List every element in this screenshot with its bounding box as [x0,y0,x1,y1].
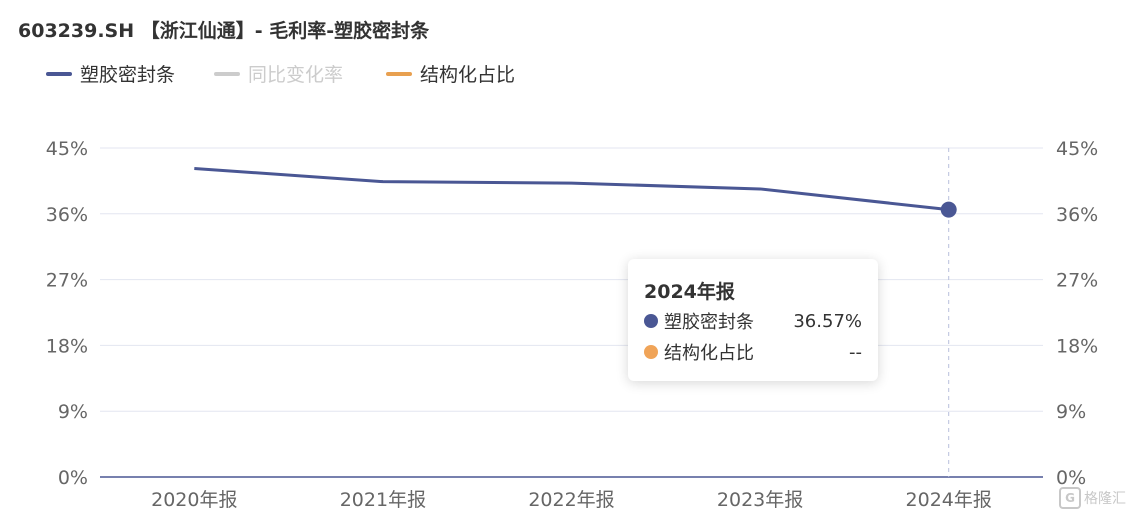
watermark: G 格隆汇 [1059,487,1126,509]
tooltip: 2024年报 塑胶密封条 36.57% 结构化占比 -- [628,259,878,381]
legend-label-plastic-seal: 塑胶密封条 [80,64,176,86]
y-tick-label-left: 45% [46,138,88,160]
x-tick-label: 2022年报 [528,489,614,511]
legend-swatch-plastic-seal [46,71,72,76]
y-tick-label-right: 9% [1056,401,1086,423]
legend-item-yoy-change[interactable]: 同比变化率 [214,60,343,87]
tooltip-row-structure-ratio: 结构化占比 -- [644,339,862,365]
x-tick-label: 2021年报 [340,489,426,511]
legend-item-plastic-seal[interactable]: 塑胶密封条 [46,60,175,87]
y-tick-label-right: 18% [1056,335,1098,357]
y-tick-label-left: 36% [46,204,88,226]
tooltip-title: 2024年报 [644,281,735,303]
tooltip-name-plastic-seal: 塑胶密封条 [664,312,754,333]
legend-item-structure-ratio[interactable]: 结构化占比 [386,60,515,87]
tooltip-dot-structure-ratio [644,345,658,359]
y-tick-label-right: 27% [1056,270,1098,292]
x-tick-label: 2023年报 [717,489,803,511]
tooltip-value-structure-ratio: -- [849,341,862,363]
x-tick-label: 2020年报 [151,489,237,511]
data-point-highlighted [940,201,957,218]
y-tick-label-left: 18% [46,335,88,357]
series-line [194,166,949,212]
y-tick-label-right: 45% [1056,138,1098,160]
watermark-logo-icon: G [1059,487,1081,509]
watermark-text: 格隆汇 [1084,491,1126,507]
y-tick-label-left: 27% [46,270,88,292]
tooltip-row-plastic-seal: 塑胶密封条 36.57% [644,308,862,334]
legend-label-yoy-change: 同比变化率 [248,64,344,86]
legend-label-structure-ratio: 结构化占比 [420,64,516,86]
legend-swatch-structure-ratio [386,71,412,76]
tooltip-dot-plastic-seal [644,314,658,328]
y-tick-label-left: 0% [58,467,88,489]
tooltip-name-structure-ratio: 结构化占比 [664,343,754,364]
tooltip-value-plastic-seal: 36.57% [793,310,862,332]
y-tick-label-right: 36% [1056,204,1098,226]
y-tick-label-left: 9% [58,401,88,423]
legend-swatch-yoy-change [214,71,240,76]
chart-title: 603239.SH 【浙江仙通】- 毛利率-塑胶密封条 [18,20,430,42]
y-tick-label-right: 0% [1056,467,1086,489]
x-tick-label: 2024年报 [906,489,992,511]
